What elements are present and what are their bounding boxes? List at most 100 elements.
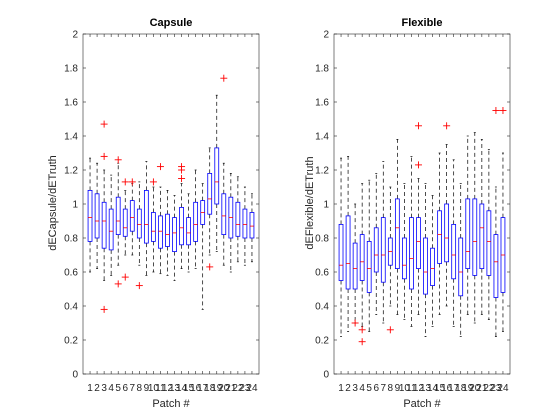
iqr-box [193,201,199,242]
flexible-xtick-label: 22 [483,383,495,394]
flexible-box-13 [423,183,428,337]
flexible-box-23 [492,107,500,337]
capsule-plot-area: 00.20.40.60.811.21.41.61.821 2 3 4 5 6 7 8 91011… [64,30,260,394]
flexible-xtick-label: 14 [427,383,439,394]
iqr-box [186,217,191,246]
flexible-ytick-label: 1 [323,200,329,211]
capsule-xtick-label: 18 [204,383,216,394]
capsule-box-11 [156,163,164,275]
iqr-box [151,212,156,242]
capsule-xtick-label: 20 [218,383,230,394]
iqr-box [493,234,499,298]
outlier-marker [492,107,500,114]
iqr-box [451,223,457,280]
capsule-ytick-label: 1.2 [64,166,78,177]
capsule-box-15 [186,193,191,273]
capsule-xtick-label: 23 [239,383,251,394]
flexible-box-18 [458,183,464,337]
iqr-box [416,217,421,270]
flexible-xtick-label: 11 [406,383,417,394]
capsule-xtick-label: 3 [101,383,107,394]
outlier-marker [358,326,366,334]
iqr-box [479,203,485,269]
capsule-box-6 [121,178,129,281]
capsule-xtick-label: 1 [87,383,93,394]
flexible-box-12 [414,122,422,315]
capsule-ytick-label: 0.4 [64,302,78,313]
capsule-ytick-label: 0 [72,370,78,381]
flexible-ytick-label: 0.2 [315,336,329,347]
capsule-xtick-label: 17 [197,383,209,394]
capsule-box-8 [135,181,143,290]
flexible-box-20 [472,132,478,324]
iqr-box [108,208,114,251]
capsule-box-9 [143,161,149,276]
flexible-xtick-label: 23 [490,383,502,394]
iqr-box [359,234,365,281]
capsule-box-20 [220,74,228,266]
outlier-marker [386,326,394,334]
capsule-xtick-label: 16 [190,383,202,394]
iqr-box [373,227,379,273]
capsule-xtick-label: 13 [169,383,181,394]
flexible-box-15 [437,152,442,315]
capsule-box-18 [206,147,214,271]
capsule-panel: Capsule dECapsule/dETruth Patch # 0 0.2 0.… [47,17,260,410]
iqr-box [472,198,478,276]
iqr-box [423,237,428,295]
flexible-box-5 [366,179,372,332]
iqr-box [430,247,435,286]
flexible-xtick-label: 21 [476,383,488,394]
capsule-box-12 [165,190,170,276]
capsule-xtick-label: 2 [94,383,100,394]
capsule-xtick-label: 11 [155,383,166,394]
capsule-ytick-label: 1.6 [64,98,78,109]
capsule-box-19 [214,94,220,252]
iqr-box [402,237,407,280]
outlier-marker [121,273,129,281]
iqr-box [87,189,93,242]
flexible-xtick-label: 1 [338,383,344,394]
outlier-marker [414,122,422,130]
capsule-xtick-label: 19 [211,383,223,394]
iqr-box [115,196,121,235]
outlier-marker [499,107,507,114]
iqr-box [221,193,227,236]
capsule-xtick-label: 24 [246,383,258,394]
capsule-box-23 [242,186,248,266]
capsule-box-1 [87,157,93,273]
outlier-marker [178,166,186,174]
iqr-box [172,217,177,253]
capsule-box-10 [149,178,157,273]
flexible-box-21 [479,139,485,315]
capsule-box-16 [193,169,199,269]
flexible-title: Flexible [402,17,443,29]
outlier-marker [100,305,108,313]
flexible-plot-area: 00.20.40.60.811.21.41.61.821 2 3 4 5 6 7 8 91011… [315,30,511,394]
flexible-box-24 [499,107,507,332]
flexible-ytick-label: 2 [323,30,329,41]
outlier-marker [351,319,359,327]
outlier-marker [414,161,422,169]
outlier-marker [178,175,186,182]
flexible-xtick-label: 6 [373,383,379,394]
iqr-box [486,210,492,276]
flexible-box-19 [465,135,471,315]
iqr-box [249,212,255,239]
iqr-box [136,208,142,239]
iqr-box [143,189,149,244]
iqr-box [352,242,358,290]
flexible-xtick-label: 17 [448,383,460,394]
outlier-marker [100,120,108,128]
flexible-xtick-label: 2 [345,383,351,394]
flexible-xtick-label: 7 [380,383,386,394]
iqr-box [94,193,100,239]
capsule-box-7 [128,178,136,256]
flexible-box-10 [402,183,407,320]
capsule-xtick-label: 7 [129,383,135,394]
capsule-box-4 [108,174,114,276]
capsule-box-2 [94,162,100,269]
iqr-box [158,215,163,249]
flexible-xtick-label: 13 [420,383,432,394]
